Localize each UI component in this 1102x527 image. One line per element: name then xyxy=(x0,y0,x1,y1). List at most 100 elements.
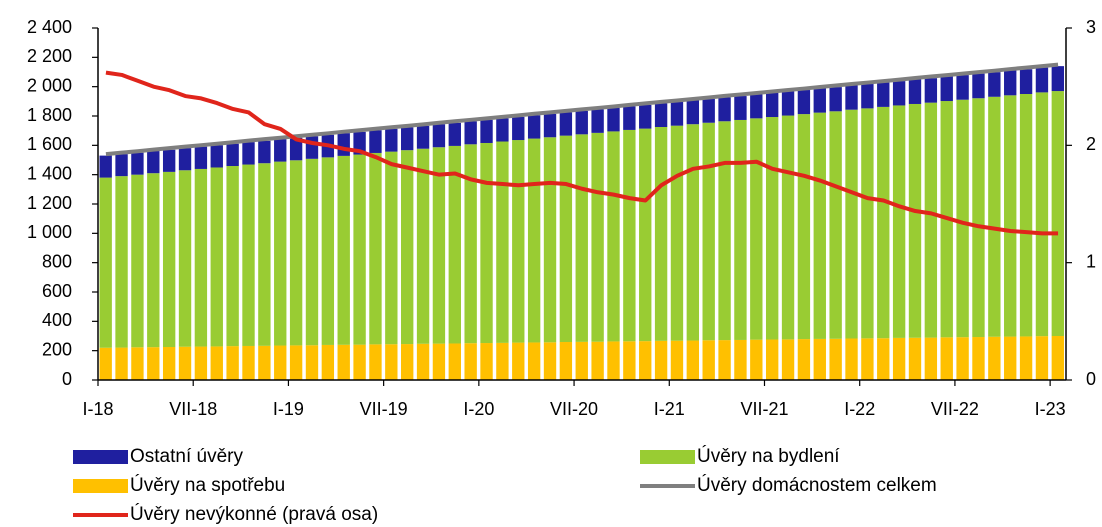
bar xyxy=(924,337,938,380)
y-tick-label: 400 xyxy=(42,310,72,330)
bar xyxy=(512,140,525,343)
x-tick-label: I-21 xyxy=(654,399,685,419)
bar xyxy=(607,131,620,342)
bar xyxy=(416,343,430,380)
bar xyxy=(274,139,287,162)
bar xyxy=(131,174,144,348)
bar xyxy=(512,116,525,141)
bar xyxy=(781,339,795,380)
bar xyxy=(750,118,763,340)
bar xyxy=(1004,336,1017,380)
bar xyxy=(607,107,620,132)
x-tick-label: I-18 xyxy=(82,399,113,419)
bar xyxy=(1004,95,1017,337)
bar xyxy=(496,342,509,380)
bar xyxy=(575,110,588,135)
line xyxy=(105,62,1059,157)
y-tick-label: 2 000 xyxy=(27,75,72,95)
bar xyxy=(702,122,715,341)
bar xyxy=(178,170,192,347)
y-tick-label: 2 200 xyxy=(27,46,72,66)
bar xyxy=(639,341,652,380)
bar xyxy=(591,109,604,133)
bar xyxy=(496,141,509,343)
bar xyxy=(623,106,636,130)
bar xyxy=(559,112,573,136)
bar xyxy=(559,135,573,343)
bar xyxy=(654,103,668,127)
bar xyxy=(131,152,144,175)
bar xyxy=(718,340,731,380)
bar xyxy=(1051,66,1064,92)
y-tick-label: 0 xyxy=(62,369,72,389)
legend-swatch xyxy=(73,450,128,464)
bar xyxy=(480,119,493,143)
bar xyxy=(527,115,541,139)
bar xyxy=(988,336,1001,380)
bar xyxy=(369,152,382,345)
bar xyxy=(575,134,588,342)
bar xyxy=(845,85,858,110)
bar xyxy=(337,155,350,345)
bar xyxy=(829,87,842,112)
bar xyxy=(765,117,779,340)
bar xyxy=(924,102,938,338)
bar xyxy=(702,98,715,123)
bar xyxy=(908,79,922,104)
bar xyxy=(892,81,906,106)
bar xyxy=(369,344,382,380)
bar xyxy=(940,76,953,102)
legend-label: Úvěry nevýkonné (pravá osa) xyxy=(130,503,378,525)
bar xyxy=(178,148,192,171)
y-tick-label: 200 xyxy=(42,339,72,359)
bar xyxy=(1035,336,1049,380)
bar xyxy=(115,347,128,380)
bar xyxy=(131,347,144,380)
bar xyxy=(194,146,208,169)
bar xyxy=(194,168,208,347)
bar xyxy=(670,125,684,341)
x-tick-label: VII-21 xyxy=(740,399,788,419)
bar xyxy=(861,84,874,109)
bar xyxy=(242,345,255,380)
bar xyxy=(1051,91,1064,336)
bar xyxy=(861,338,874,380)
bar xyxy=(258,140,271,164)
bar xyxy=(972,98,985,338)
bar xyxy=(623,341,636,380)
bar xyxy=(765,339,779,380)
y-tick-label: 1 600 xyxy=(27,134,72,154)
bar xyxy=(527,138,541,343)
y2-tick-label: 2 xyxy=(1086,134,1096,154)
bar xyxy=(988,96,1001,337)
bar xyxy=(988,72,1001,97)
bar xyxy=(813,338,826,380)
bar xyxy=(686,100,700,125)
bar xyxy=(464,343,477,380)
bar xyxy=(575,341,588,380)
bar xyxy=(99,155,112,178)
bar xyxy=(305,136,319,159)
bar xyxy=(750,339,763,380)
bar xyxy=(353,154,366,345)
bar xyxy=(908,337,922,380)
bar xyxy=(734,119,747,340)
bar xyxy=(496,118,509,142)
bar xyxy=(670,101,684,126)
bar xyxy=(480,343,493,380)
bar xyxy=(274,161,287,346)
bar xyxy=(305,158,319,346)
bar xyxy=(337,344,350,380)
y2-tick-label: 3 xyxy=(1086,17,1096,37)
bar xyxy=(210,346,223,380)
bar xyxy=(718,121,731,341)
bar xyxy=(162,171,176,347)
legend-label: Ostatní úvěry xyxy=(130,446,243,467)
bar xyxy=(829,111,842,339)
bar xyxy=(432,147,446,344)
bar xyxy=(401,127,414,151)
bar xyxy=(416,125,430,149)
bar xyxy=(527,342,541,380)
bar xyxy=(401,344,414,380)
